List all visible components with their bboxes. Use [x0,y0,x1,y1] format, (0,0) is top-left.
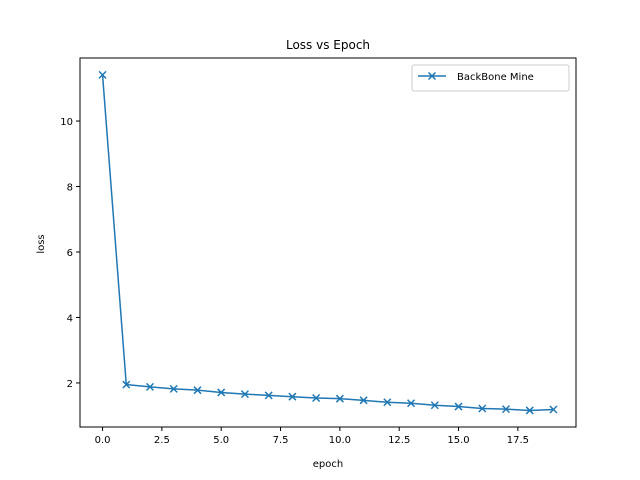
data-point-marker [193,386,202,395]
data-point-marker [501,405,511,414]
y-tick-label: 8 [67,183,73,194]
series-line [101,74,554,412]
data-point-marker [98,70,107,79]
data-point-marker [478,404,487,413]
x-tick-label: 7.5 [273,435,289,446]
data-point-marker [359,396,368,405]
data-point-marker [312,393,321,403]
x-tick-label: 0.0 [95,435,111,446]
data-point-marker [122,380,131,389]
y-tick-label: 6 [67,248,73,259]
y-tick-label: 4 [67,313,73,324]
legend-label: BackBone Mine [457,72,534,83]
data-point-marker [454,402,463,411]
x-tick-label: 12.5 [388,435,410,446]
data-point-marker [288,392,297,401]
plot-area: 0.0 2.5 5.0 7.5 10.0 12.5 15.0 17.5 2 4 6 8 10 [60,57,577,446]
data-point-marker [549,405,558,414]
legend-frame [411,64,570,92]
x-tick-label: 2.5 [154,435,170,446]
x-tick-label: 5.0 [213,435,229,446]
chart-title: Loss vs Epoch [286,38,370,52]
data-point-marker [525,406,534,415]
x-axis-label: epoch [313,459,343,470]
y-axis-label: loss [36,234,47,253]
data-point-marker [217,388,226,397]
x-tick-label: 15.0 [447,435,469,446]
y-tick-label: 2 [67,379,73,390]
x-tick-label: 10.0 [329,435,351,446]
data-point-marker [430,401,439,410]
data-point-marker [145,382,155,391]
axes-frame [79,57,577,428]
x-tick-label: 17.5 [507,435,529,446]
data-point-marker [383,398,392,407]
data-point-marker [169,384,178,393]
y-tick-label: 10 [60,117,73,128]
legend-marker-swatch [427,71,437,81]
data-point-marker [335,394,344,403]
data-point-marker [240,390,249,399]
data-point-marker [264,391,273,400]
legend: BackBone Mine [411,64,570,92]
data-point-marker [407,399,416,408]
